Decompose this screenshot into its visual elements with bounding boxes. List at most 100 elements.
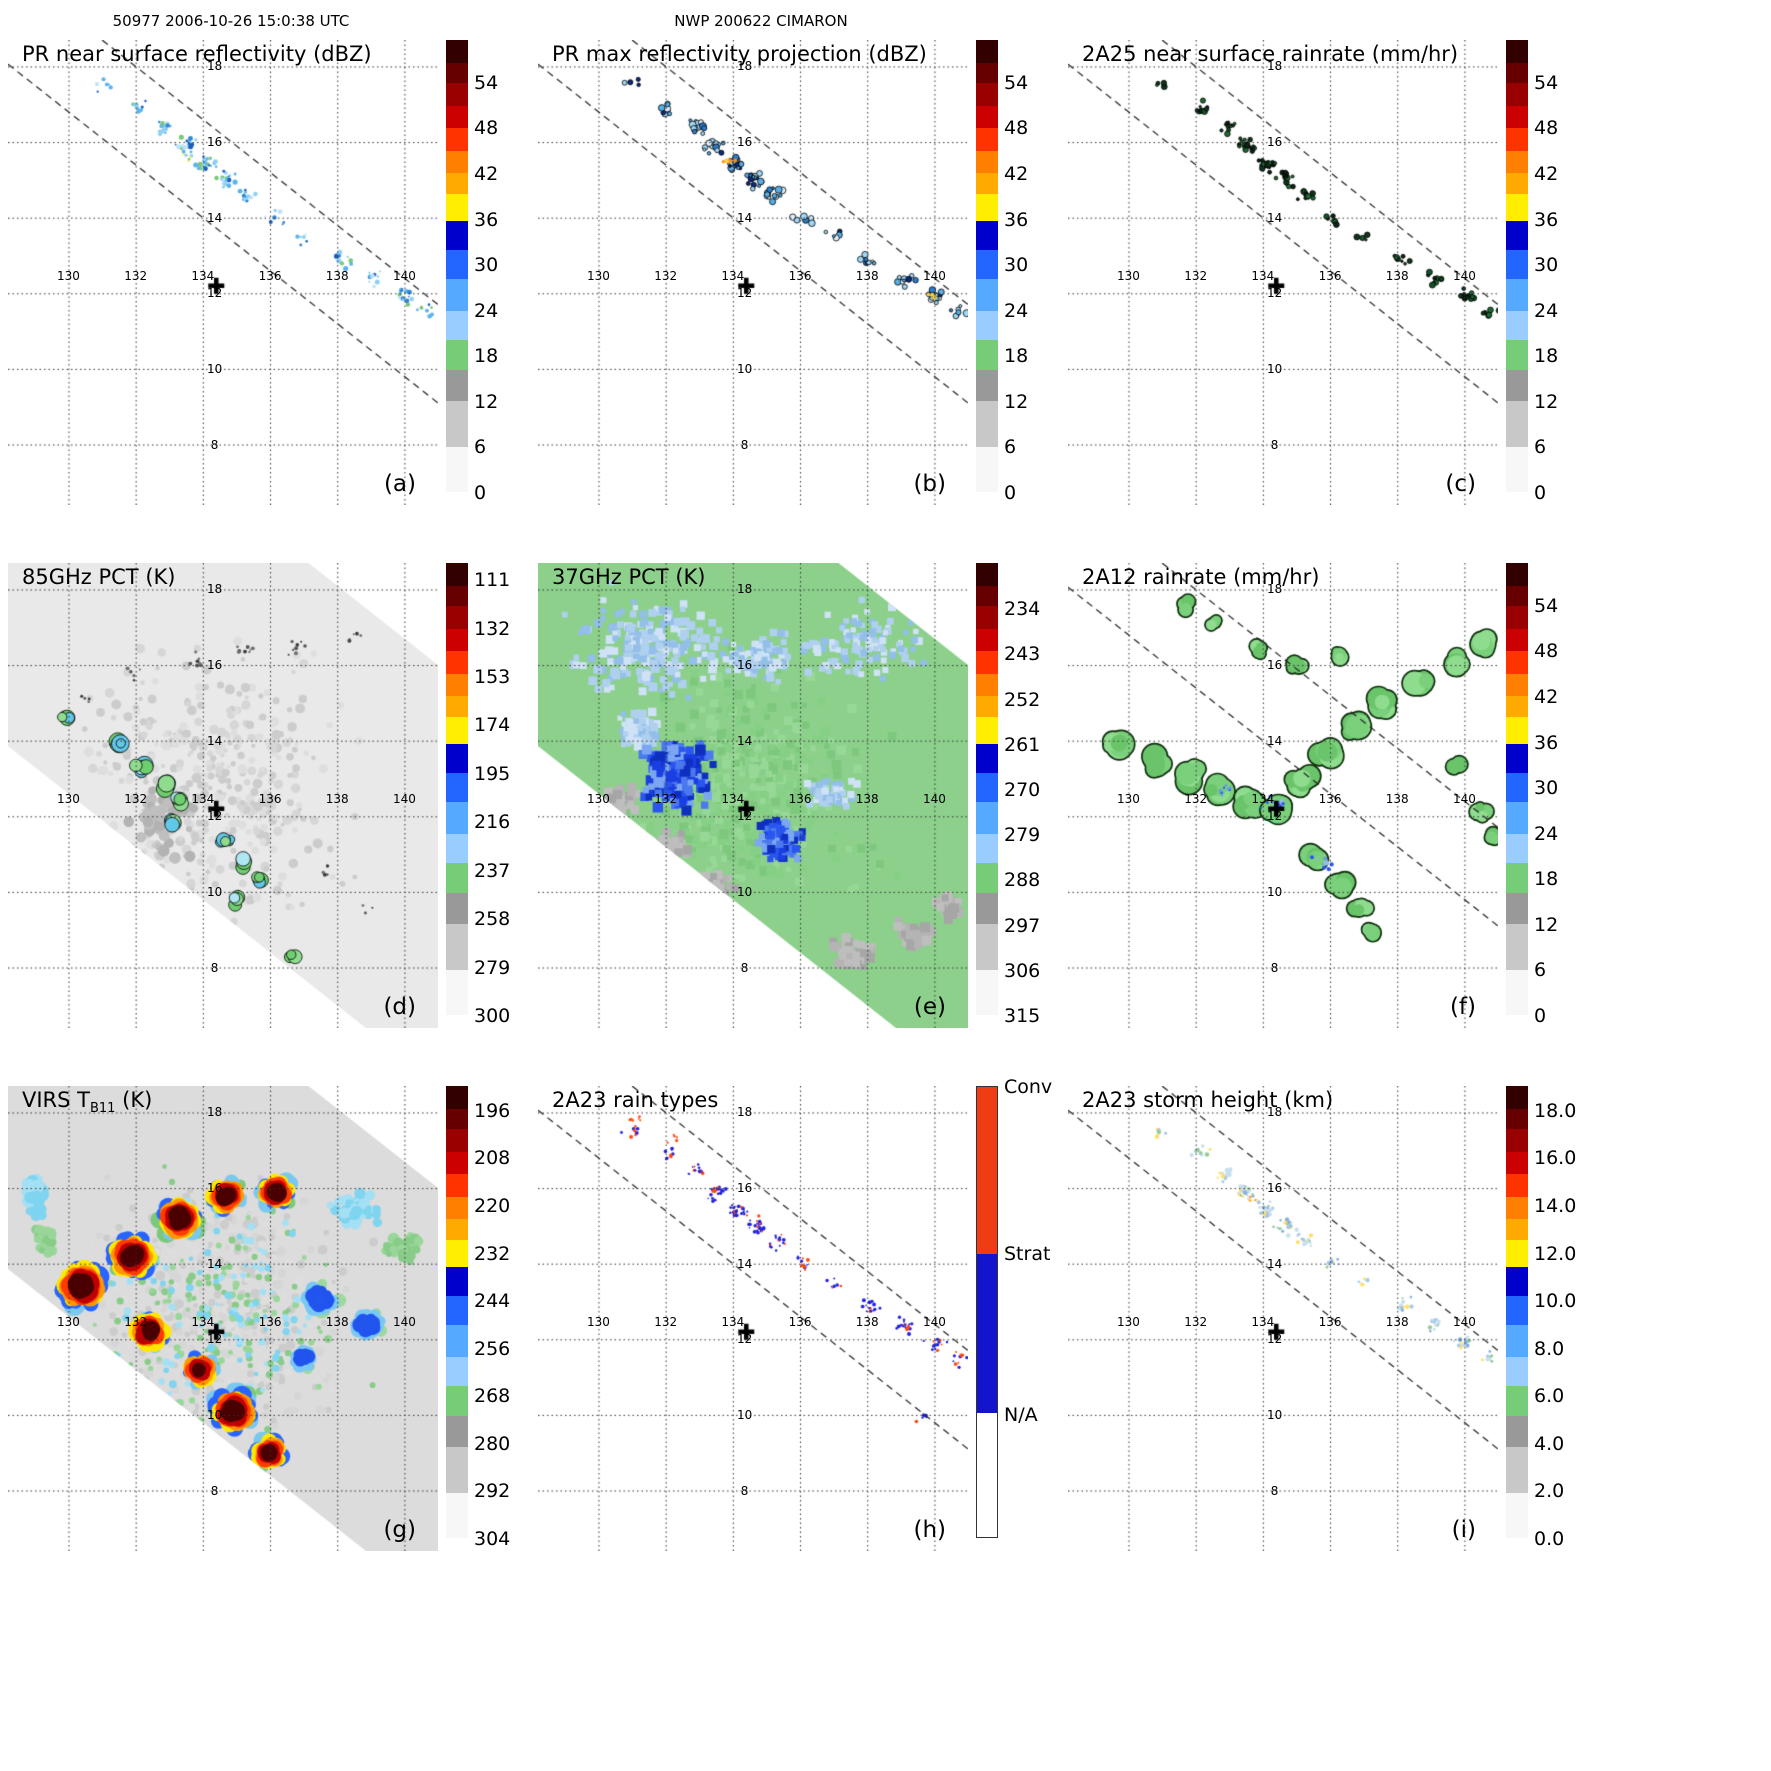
panel-f: 2A12 rainrate (mm/hr) (f) 130 132 134 136 13… [1060, 553, 1590, 1076]
lon-label: 132 [654, 269, 678, 284]
lat-label: 12 [1266, 1332, 1283, 1347]
panel-g: VIRS TB11 (K) (g) 130 132 134 136 138 140 8 10 1… [0, 1076, 530, 1599]
colorbar-segment [446, 892, 468, 925]
colorbar-tick-label: 2.0 [1534, 1480, 1565, 1503]
colorbar-segment [446, 1239, 468, 1267]
colorbar-segment [446, 369, 468, 402]
panel-e: 37GHz PCT (K) (e) 130 132 134 136 138 140 8 10 1… [530, 553, 1060, 1076]
lon-label: 130 [587, 269, 610, 284]
map-e: 37GHz PCT (K) (e) 130 132 134 136 138 140 8 10 1… [538, 563, 968, 1028]
map-i: 2A23 storm height (km) (i) 130 132 134 136 1… [1068, 1086, 1498, 1551]
lon-label: 140 [392, 269, 416, 284]
colorbar-segment [446, 1325, 468, 1358]
panel-letter-g: (g) [383, 1517, 416, 1543]
lon-label: 138 [855, 1315, 879, 1330]
colorbar-segment [976, 673, 998, 697]
panel-letter-a: (a) [383, 471, 416, 497]
panel-title-a: PR near surface reflectivity (dBZ) [22, 42, 372, 70]
map-g: VIRS TB11 (K) (g) 130 132 134 136 138 140 8 10 1… [8, 1086, 438, 1551]
lat-label: 12 [206, 1332, 223, 1347]
colorbar-segment [446, 1219, 468, 1240]
lon-label: 140 [1452, 792, 1476, 807]
colorbar-tick-label: 18 [1534, 345, 1559, 368]
colorbar-segment [1506, 128, 1528, 151]
colorbar-segment [1506, 1128, 1528, 1152]
lat-label: 8 [740, 1483, 749, 1498]
lon-label: 130 [1117, 1315, 1140, 1330]
lon-label: 136 [788, 792, 812, 807]
map-canvas-h [538, 1086, 968, 1551]
lat-label: 10 [736, 1407, 753, 1422]
lon-label: 136 [258, 269, 282, 284]
storm-name-header: NWP 200622 CIMARON [674, 12, 848, 30]
colorbar-b [976, 40, 998, 492]
panel-title-text: 2A23 storm height (km) [1082, 1088, 1334, 1112]
colorbar-tick-label: 24 [474, 299, 499, 322]
lat-label: 12 [736, 1332, 753, 1347]
colorbar-tick-label: 270 [1004, 779, 1041, 801]
colorbar-segment [976, 696, 998, 717]
panel-letter-d: (d) [383, 994, 416, 1020]
map-canvas-b [538, 40, 968, 505]
lat-label: 16 [1266, 135, 1283, 150]
lat-label: 18 [736, 1105, 753, 1120]
colorbar-segment [446, 1447, 468, 1493]
colorbar-segment [976, 62, 998, 83]
colorbar-tick-label: 243 [1004, 643, 1041, 666]
colorbar-segment [446, 1296, 468, 1326]
lon-label: 138 [325, 792, 349, 807]
colorbar-tick-label: 6 [1534, 436, 1547, 459]
lon-label: 132 [124, 792, 148, 807]
colorbar-f [1506, 563, 1528, 1015]
lat-label: 18 [1266, 1105, 1283, 1120]
panel-title-i: 2A23 storm height (km) [1082, 1088, 1333, 1116]
colorbar-tick-label: 14.0 [1534, 1194, 1577, 1217]
colorbar-tick-label: 18 [474, 345, 499, 368]
map-b: PR max reflectivity projection (dBZ) (b)… [538, 40, 968, 505]
colorbar-segment [1506, 696, 1528, 717]
lon-label: 130 [57, 1315, 80, 1330]
colorbar-tick-label: 0 [1534, 1005, 1547, 1027]
lat-label: 16 [1266, 1181, 1283, 1196]
colorbar-segment [446, 1174, 468, 1197]
colorbar-segment [1506, 62, 1528, 83]
panel-letter-b: (b) [913, 471, 946, 497]
lat-label: 18 [206, 59, 223, 74]
colorbar-segment [976, 446, 998, 492]
lon-label: 132 [1184, 269, 1208, 284]
colorbar-segment [976, 40, 998, 63]
colorbar-segment [1506, 1296, 1528, 1326]
panel-title-text: 2A23 rain types [552, 1088, 719, 1112]
colorbar-segment [1506, 193, 1528, 221]
lat-label: 10 [206, 1407, 223, 1422]
colorbar-tick-label: 24 [1534, 299, 1559, 322]
panel-letter-i: (i) [1451, 1517, 1476, 1543]
colorbar-tick-label: 42 [1004, 162, 1029, 185]
colorbar-segment [976, 311, 998, 341]
colorbar-segment [977, 1413, 997, 1537]
colorbar-segment [446, 802, 468, 835]
lat-label: 8 [1270, 960, 1279, 975]
lon-label: 136 [788, 1315, 812, 1330]
colorbar-tick-label: 36 [1534, 731, 1559, 754]
colorbar-segment [446, 628, 468, 652]
colorbar-segment [1506, 1386, 1528, 1416]
colorbar-segment [976, 220, 998, 251]
colorbar-segment [446, 311, 468, 341]
colorbar-segment [446, 1086, 468, 1109]
colorbar-segment [446, 128, 468, 151]
lat-label: 14 [1266, 1256, 1283, 1271]
lat-label: 14 [736, 210, 753, 225]
colorbar-segment [1506, 969, 1528, 1015]
lon-label: 134 [191, 792, 215, 807]
panel-b: PR max reflectivity projection (dBZ) (b)… [530, 30, 1060, 553]
colorbar-segment [1506, 1108, 1528, 1129]
lat-label: 12 [206, 809, 223, 824]
colorbar-segment [1506, 1239, 1528, 1267]
colorbar-tick-label: 42 [474, 162, 499, 185]
lat-label: 14 [206, 1256, 223, 1271]
colorbar-segment [976, 834, 998, 864]
colorbar-tick-label: 54 [1004, 71, 1029, 94]
colorbar-segment [446, 1415, 468, 1448]
colorbar-segment [1506, 1325, 1528, 1358]
